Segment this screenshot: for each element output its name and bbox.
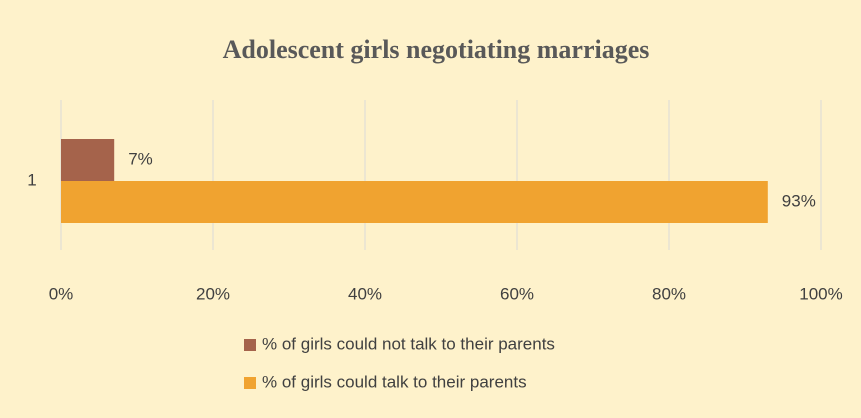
chart-title: Adolescent girls negotiating marriages: [223, 35, 650, 64]
legend-label: % of girls could talk to their parents: [262, 372, 527, 391]
legend-label: % of girls could not talk to their paren…: [262, 334, 555, 353]
bar: [61, 139, 115, 181]
x-tick-label: 0%: [49, 284, 74, 303]
x-tick-label: 60%: [500, 284, 534, 303]
x-tick-label: 80%: [652, 284, 686, 303]
x-tick-label: 40%: [348, 284, 382, 303]
bar: [61, 181, 768, 223]
data-label: 7%: [128, 149, 153, 168]
data-label: 93%: [782, 191, 816, 210]
y-tick-label: 1: [27, 170, 36, 189]
x-tick-label: 20%: [196, 284, 230, 303]
legend-swatch: [244, 377, 256, 389]
x-tick-label: 100%: [799, 284, 842, 303]
legend-swatch: [244, 339, 256, 351]
